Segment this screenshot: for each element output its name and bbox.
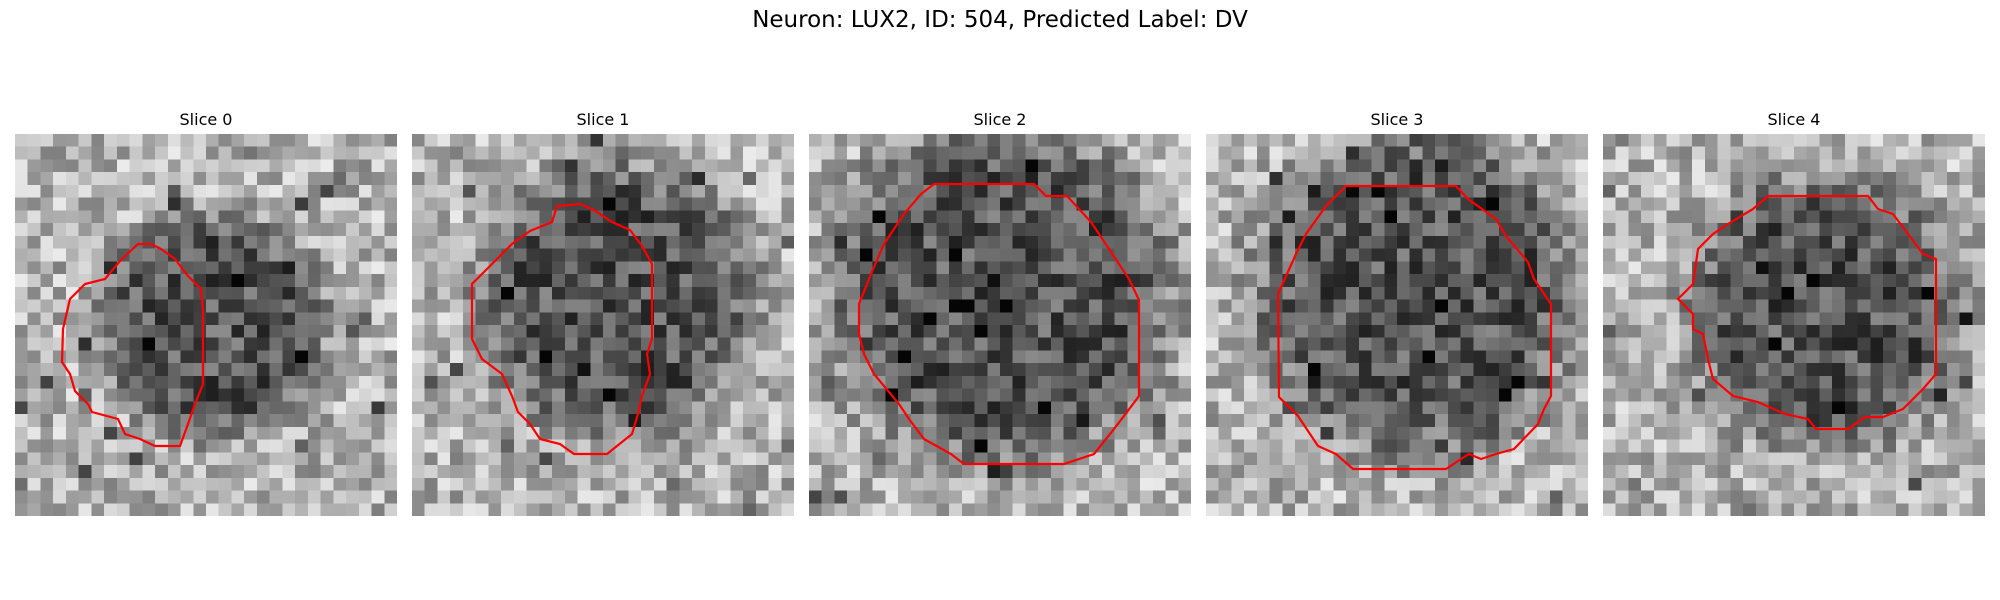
roi-contour-overlay <box>1276 184 1553 471</box>
slice-panel-2: Slice 2 <box>809 108 1191 516</box>
slice-title: Slice 1 <box>576 110 630 129</box>
slice-title: Slice 2 <box>973 110 1027 129</box>
grayscale-slice-image <box>809 134 1191 516</box>
slice-panel-0: Slice 0 <box>15 108 397 516</box>
roi-contour-overlay <box>1676 194 1938 431</box>
slice-panel-4: Slice 4 <box>1603 108 1985 516</box>
roi-contour <box>1676 194 1938 431</box>
grayscale-slice-image <box>15 134 397 516</box>
slice-title: Slice 3 <box>1370 110 1424 129</box>
roi-contour <box>470 202 654 456</box>
slice-image <box>809 134 1191 516</box>
slice-image <box>412 134 794 516</box>
figure-title: Neuron: LUX2, ID: 504, Predicted Label: … <box>752 7 1248 33</box>
slice-image <box>1206 134 1588 516</box>
grayscale-slice-image <box>1206 134 1588 516</box>
slice-title: Slice 4 <box>1767 110 1821 129</box>
slice-image <box>1603 134 1985 516</box>
slice-title: Slice 0 <box>179 110 233 129</box>
grayscale-slice-image <box>412 134 794 516</box>
roi-contour-overlay <box>470 202 654 456</box>
roi-contour <box>1276 184 1553 471</box>
grayscale-slice-image <box>1603 134 1985 516</box>
slice-panel-1: Slice 1 <box>412 108 794 516</box>
slice-image <box>15 134 397 516</box>
roi-contour <box>857 182 1141 466</box>
roi-contour-overlay <box>857 182 1141 466</box>
roi-contour-overlay <box>60 242 205 448</box>
roi-contour <box>60 242 205 448</box>
slice-panel-3: Slice 3 <box>1206 108 1588 516</box>
